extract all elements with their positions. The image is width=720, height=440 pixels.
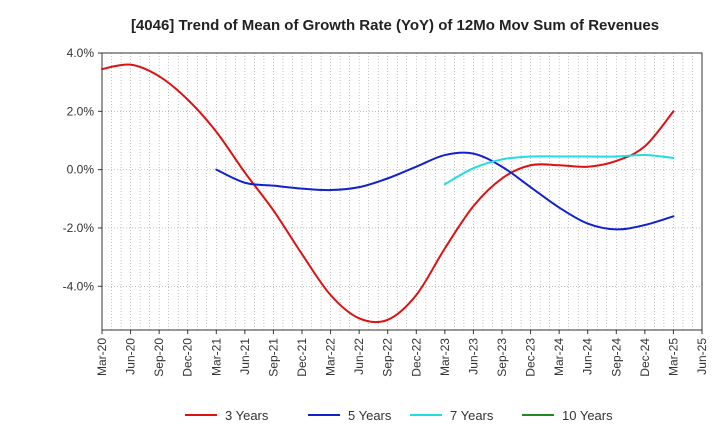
x-tick-label: Jun-20 xyxy=(124,338,138,375)
plot-area xyxy=(102,53,702,330)
x-tick-label: Dec-22 xyxy=(409,338,423,377)
x-tick-label: Jun-25 xyxy=(695,338,709,375)
x-tick-label: Dec-23 xyxy=(524,338,538,377)
x-tick-label: Dec-21 xyxy=(295,338,309,377)
x-tick-label: Jun-22 xyxy=(352,338,366,375)
x-tick-label: Mar-25 xyxy=(666,338,680,376)
legend-label-3-years: 3 Years xyxy=(225,408,269,423)
x-tick-label: Sep-21 xyxy=(266,338,280,377)
series-line-7-years xyxy=(443,154,675,186)
series-line-3-years xyxy=(101,63,675,324)
series-line-5-years xyxy=(215,151,675,231)
x-tick-label: Mar-20 xyxy=(95,338,109,376)
x-tick-label: Sep-24 xyxy=(609,338,623,377)
x-tick-label: Mar-23 xyxy=(438,338,452,376)
x-tick-label: Dec-20 xyxy=(181,338,195,377)
y-tick-label: -4.0% xyxy=(63,279,95,293)
axes-layer: 4.0% 2.0% 0.0% -2.0% -4.0% Mar-20 Jun-20 Sep-20… xyxy=(63,46,709,377)
legend-label-7-years: 7 Years xyxy=(450,408,494,423)
legend-label-5-years: 5 Years xyxy=(348,408,392,423)
series-layer xyxy=(101,63,675,324)
x-tick-label: Sep-22 xyxy=(381,338,395,377)
x-tick-label: Mar-22 xyxy=(324,338,338,376)
x-tick-label: Jun-24 xyxy=(581,338,595,375)
y-tick-label: 2.0% xyxy=(67,104,95,118)
x-tick-label: Mar-21 xyxy=(209,338,223,376)
legend: 3 Years 5 Years 7 Years 10 Years xyxy=(185,408,613,423)
x-tick-label: Mar-24 xyxy=(552,338,566,376)
y-tick-label: 4.0% xyxy=(67,46,95,60)
x-tick-label: Dec-24 xyxy=(638,338,652,377)
x-tick-label: Sep-20 xyxy=(152,338,166,377)
y-tick-label: 0.0% xyxy=(67,163,95,177)
grid-layer xyxy=(101,52,703,330)
legend-label-10-years: 10 Years xyxy=(562,408,613,423)
y-tick-label: -2.0% xyxy=(63,221,95,235)
x-tick-label: Jun-21 xyxy=(238,338,252,375)
plot-frame xyxy=(101,52,703,331)
chart-title: [4046] Trend of Mean of Growth Rate (YoY… xyxy=(131,17,659,34)
x-tick-label: Jun-23 xyxy=(466,338,480,375)
x-tick-label: Sep-23 xyxy=(495,338,509,377)
